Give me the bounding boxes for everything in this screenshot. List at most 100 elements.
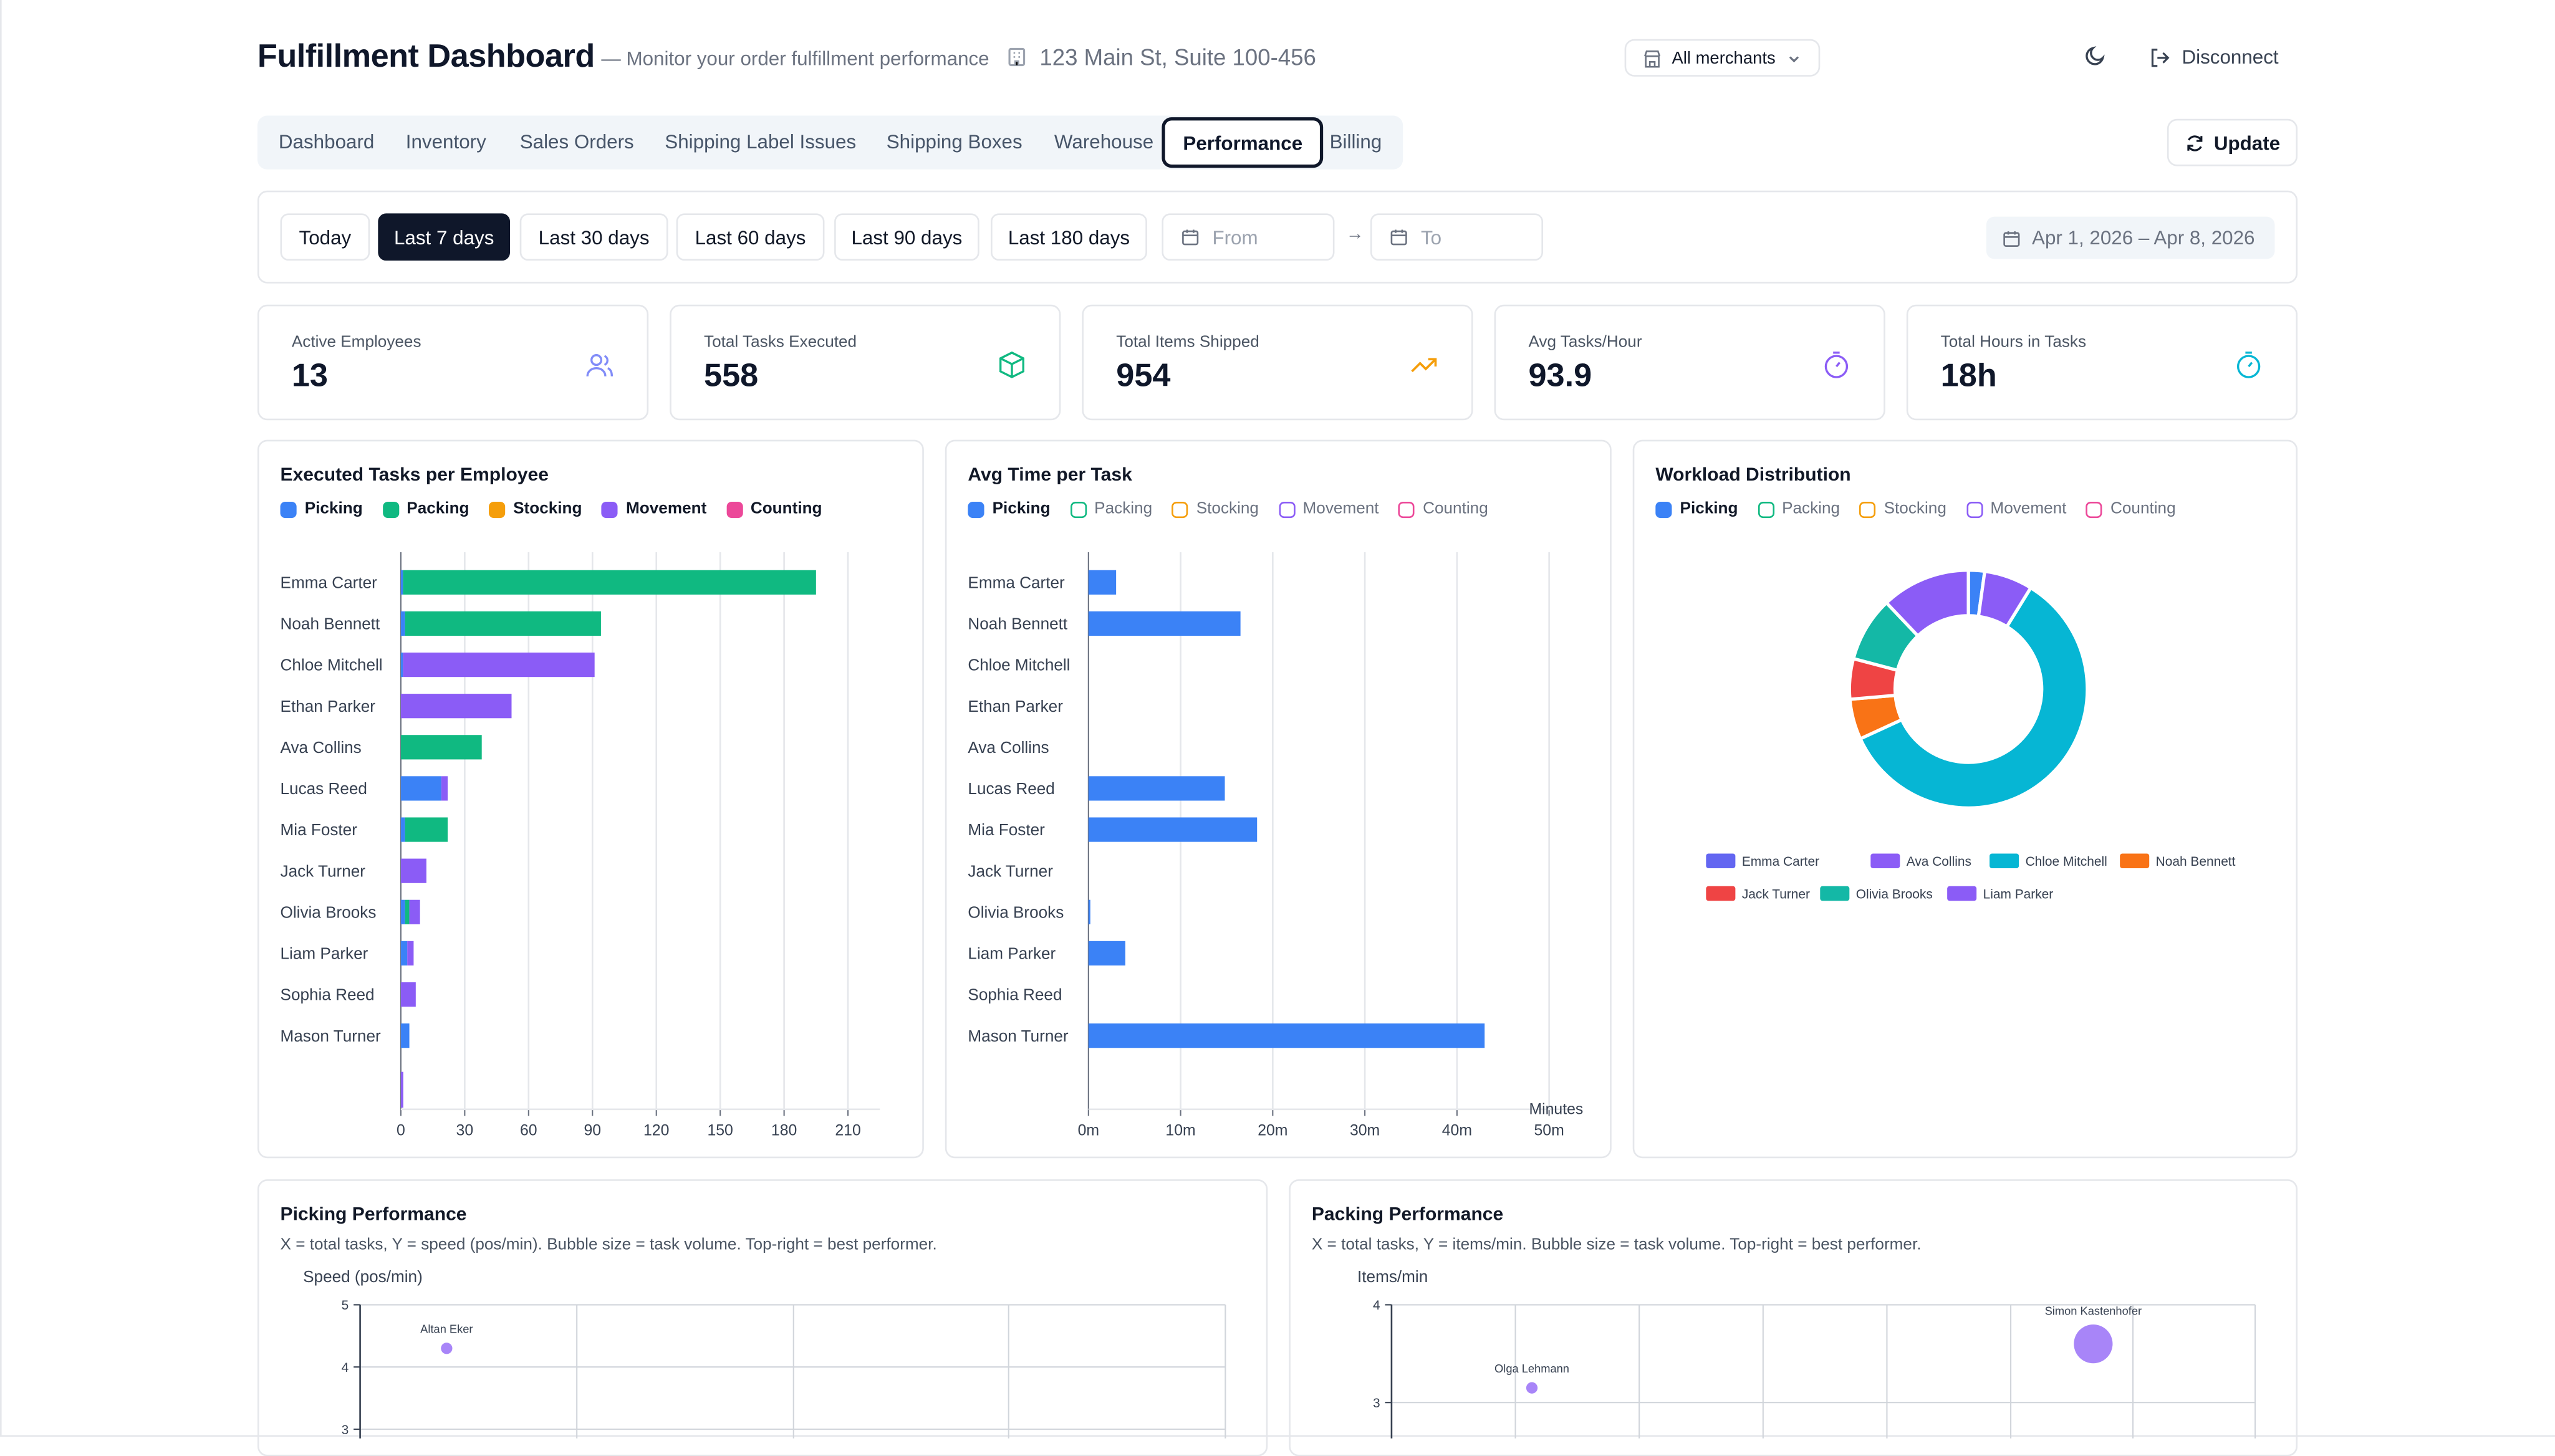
range-today-button[interactable]: Today [280,213,370,261]
merchant-select-value: All merchants [1672,48,1776,68]
chart-title: Executed Tasks per Employee [280,466,549,486]
tab-inventory[interactable]: Inventory [405,130,486,153]
range-60-days-button[interactable]: Last 60 days [676,213,825,261]
picking-scatter-chart: Speed (pos/min) 5 4 3 Altan Eker [303,1267,1226,1439]
merchant-select[interactable]: All merchants [1624,39,1821,77]
tab-performance[interactable]: Performance [1162,117,1324,168]
range-180-days-button[interactable]: Last 180 days [991,213,1147,261]
category-label: Noah Bennett [968,615,1068,633]
bar-picking [400,1023,410,1048]
bubble-point [2074,1324,2113,1364]
chart-legend: Picking Packing Stocking Movement Counti… [280,500,822,518]
theme-toggle-button[interactable] [2084,44,2107,72]
bar-picking [1088,570,1117,595]
tab-warehouse[interactable]: Warehouse [1054,130,1154,153]
tab-sales-orders[interactable]: Sales Orders [519,130,634,153]
executed-tasks-card: Executed Tasks per Employee Picking Pack… [257,439,924,1159]
bar-movement [441,776,448,801]
legend-item-counting[interactable]: Counting [726,500,822,518]
chart-title: Picking Performance [280,1205,467,1225]
bar-movement [409,899,420,924]
y-axis-title: Items/min [1357,1267,1428,1286]
date-filter-bar: Today Last 7 days Last 30 days Last 60 d… [257,190,2298,284]
legend-label: Ava Collins [1907,855,1971,869]
legend-item-counting[interactable]: Counting [2086,500,2176,518]
category-label: Emma Carter [281,573,378,592]
legend-swatch [1706,886,1736,901]
legend-item-picking[interactable]: Picking [1655,500,1738,518]
kpi-value: 954 [1116,358,1171,395]
picking-performance-card: Picking Performance X = total tasks, Y =… [257,1179,1268,1456]
selected-date-range: Apr 1, 2026 – Apr 8, 2026 [1986,216,2275,259]
page-title: Fulfillment Dashboard [257,39,595,75]
legend-label: Emma Carter [1742,855,1819,869]
legend-swatch [1947,886,1977,901]
calendar-icon [2003,230,2020,246]
category-label: Noah Bennett [281,615,381,633]
category-label: Liam Parker [968,944,1056,963]
x-tick-label: 180 [771,1123,797,1139]
category-label: Sophia Reed [968,985,1062,1004]
calendar-icon [1390,229,1407,246]
donut-slice [1884,568,1970,638]
category-label: Mia Foster [281,820,358,839]
category-label: Ava Collins [968,738,1049,757]
update-button[interactable]: Update [2167,118,2298,166]
range-90-days-button[interactable]: Last 90 days [834,213,979,261]
legend-item-stocking[interactable]: Stocking [1859,500,1946,518]
kpi-value: 13 [291,358,328,395]
legend-item-picking[interactable]: Picking [280,500,363,518]
tab-shipping-boxes[interactable]: Shipping Boxes [886,130,1022,153]
packing-performance-card: Packing Performance X = total tasks, Y =… [1289,1179,2298,1456]
store-icon [1644,49,1661,67]
chevron-down-icon [1788,55,1799,62]
range-arrow: → [1345,224,1364,245]
bar-picking [400,570,403,595]
x-tick-label: 50m [1534,1123,1564,1139]
legend-item-stocking[interactable]: Stocking [1172,500,1259,518]
legend-swatch [2120,853,2150,868]
x-tick-label: 30 [456,1123,474,1139]
category-label: Jack Turner [968,861,1053,880]
tab-dashboard[interactable]: Dashboard [278,130,375,153]
x-axis-title: Minutes [1529,1101,1583,1118]
range-30-days-button[interactable]: Last 30 days [519,213,668,261]
bar-picking [1088,817,1258,842]
disconnect-button[interactable]: Disconnect [2149,46,2279,69]
kpi-label: Active Employees [291,333,421,352]
legend-swatch [1990,853,2019,868]
bar-packing [405,899,410,924]
chart-legend: Picking Packing Stocking Movement Counti… [1655,500,2176,518]
legend-item-movement[interactable]: Movement [1966,500,2066,518]
legend-item-stocking[interactable]: Stocking [488,500,582,518]
from-date-input[interactable]: From [1162,213,1335,261]
category-label: Ava Collins [281,738,362,757]
legend-item-packing[interactable]: Packing [1069,500,1152,518]
x-tick-label: 150 [707,1123,733,1139]
chart-description: X = total tasks, Y = items/min. Bubble s… [1311,1236,1922,1255]
y-tick-label: 3 [1373,1396,1380,1410]
category-label: Chloe Mitchell [281,656,383,674]
x-tick-label: 40m [1442,1123,1472,1139]
bar-movement [400,858,426,883]
legend-item-movement[interactable]: Movement [1278,500,1379,518]
legend-item-picking[interactable]: Picking [968,500,1051,518]
tab-billing[interactable]: Billing [1329,130,1382,153]
category-label: Ethan Parker [281,697,376,716]
legend-item-packing[interactable]: Packing [382,500,469,518]
timer-icon [2236,352,2261,378]
logout-icon [2151,47,2170,67]
legend-item-packing[interactable]: Packing [1757,500,1840,518]
kpi-label: Total Items Shipped [1116,333,1259,352]
x-tick-label: 20m [1258,1123,1287,1139]
range-7-days-button[interactable]: Last 7 days [378,213,511,261]
to-date-input[interactable]: To [1370,213,1543,261]
to-placeholder: To [1420,225,1442,249]
bar-packing [403,570,816,595]
tab-shipping-label-issues[interactable]: Shipping Label Issues [665,130,857,153]
legend-item-counting[interactable]: Counting [1398,500,1488,518]
category-label: Mason Turner [281,1027,381,1045]
x-tick-label: 10m [1165,1123,1195,1139]
x-tick-label: 210 [835,1123,860,1139]
legend-item-movement[interactable]: Movement [601,500,706,518]
